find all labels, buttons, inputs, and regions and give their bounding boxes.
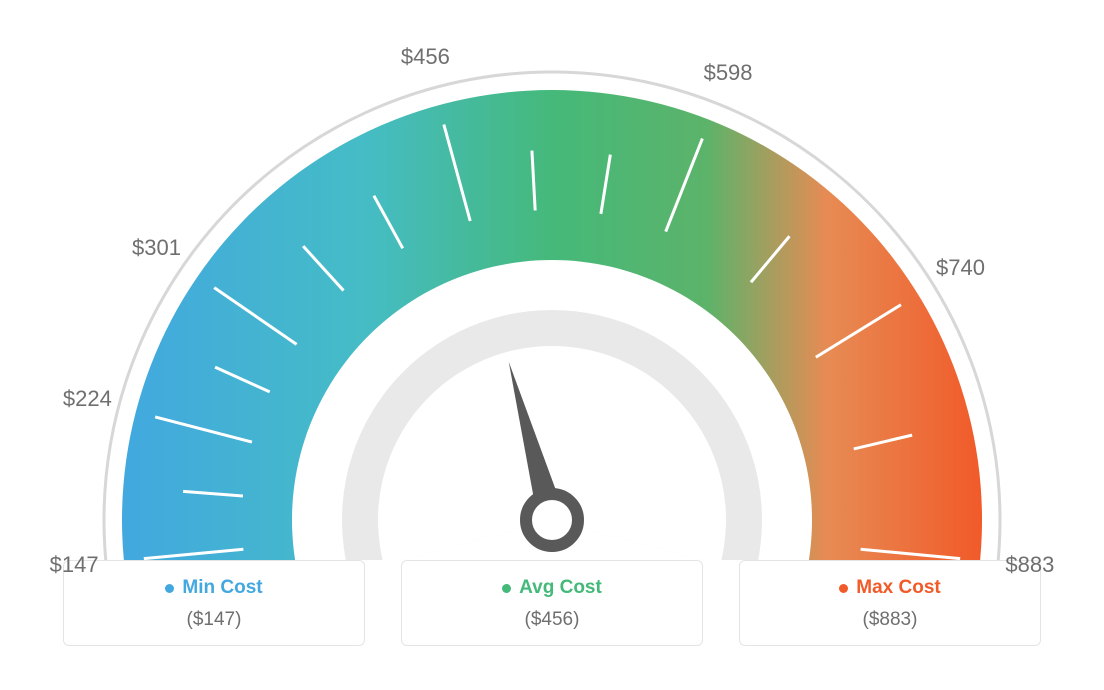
legend-value-max: ($883) xyxy=(740,609,1040,631)
legend-title-text: Max Cost xyxy=(856,577,940,599)
legend-card-avg: Avg Cost ($456) xyxy=(401,560,703,646)
gauge-tick-label: $147 xyxy=(50,552,99,578)
legend-title-text: Avg Cost xyxy=(519,577,602,599)
dot-icon xyxy=(502,584,511,593)
legend-title-max: Max Cost xyxy=(839,577,940,599)
legend-value-min: ($147) xyxy=(64,609,364,631)
dot-icon xyxy=(165,584,174,593)
gauge-tick-label: $456 xyxy=(401,44,450,70)
legend-card-max: Max Cost ($883) xyxy=(739,560,1041,646)
legend-title-avg: Avg Cost xyxy=(502,577,602,599)
legend-value-avg: ($456) xyxy=(402,609,702,631)
legend-row: Min Cost ($147) Avg Cost ($456) Max Cost… xyxy=(0,560,1104,666)
gauge-tick-label: $598 xyxy=(704,60,753,86)
legend-card-min: Min Cost ($147) xyxy=(63,560,365,646)
legend-title-min: Min Cost xyxy=(165,577,262,599)
gauge-tick-label: $301 xyxy=(132,235,181,261)
gauge-tick-label: $224 xyxy=(63,386,112,412)
gauge-tick-label: $883 xyxy=(1005,552,1054,578)
dot-icon xyxy=(839,584,848,593)
gauge-tick-label: $740 xyxy=(936,255,985,281)
legend-title-text: Min Cost xyxy=(182,577,262,599)
gauge-chart: $147$224$301$456$598$740$883 xyxy=(0,0,1104,560)
